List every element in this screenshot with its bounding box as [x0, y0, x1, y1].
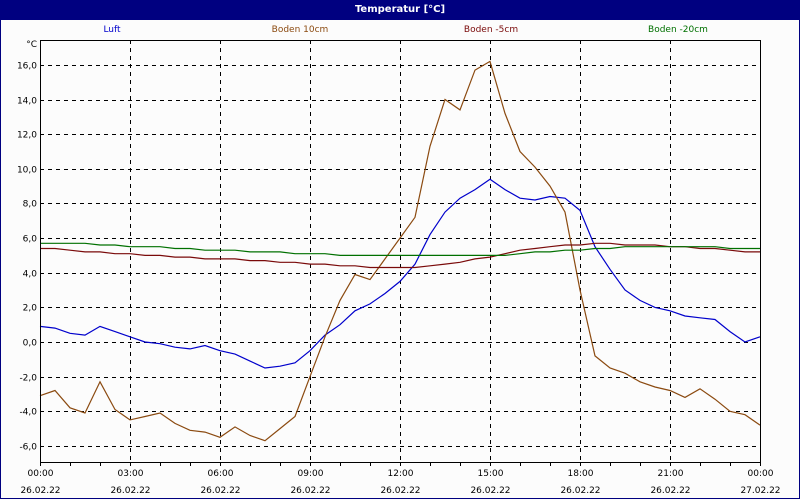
legend-item-3: Boden -20cm: [648, 25, 708, 35]
x-tick-time: 09:00: [298, 469, 324, 479]
x-tick-time: 06:00: [208, 469, 234, 479]
y-tick-label: 0,0: [23, 339, 38, 349]
x-tick-date: 27.02.22: [740, 486, 780, 496]
x-tick-time: 00:00: [28, 469, 54, 479]
x-tick-date: 26.02.22: [290, 486, 330, 496]
series-line-boden--20cm: [40, 242, 760, 256]
series-line-luft: [39, 178, 761, 369]
y-tick-label: -6,0: [19, 443, 37, 453]
x-tick-time: 00:00: [748, 469, 774, 479]
y-tick-label: 14,0: [17, 97, 37, 107]
y-tick-label: -4,0: [19, 408, 37, 418]
y-tick-label: 12,0: [17, 131, 37, 141]
y-tick-label: 10,0: [17, 166, 37, 176]
x-tick-date: 26.02.22: [380, 486, 420, 496]
legend-item-2: Boden -5cm: [463, 25, 519, 35]
x-tick-time: 03:00: [118, 469, 144, 479]
legend-item-0: Luft: [103, 25, 121, 35]
x-tick-date: 26.02.22: [110, 486, 150, 496]
x-tick-time: 21:00: [658, 469, 684, 479]
y-tick-label: 2,0: [23, 304, 38, 314]
y-tick-label: 4,0: [23, 270, 38, 280]
plot-border: [40, 40, 761, 463]
series-line-boden--5cm: [40, 242, 760, 269]
legend-item-1: Boden 10cm: [271, 25, 329, 35]
y-tick-label: -2,0: [19, 374, 37, 384]
y-tick-label: 6,0: [23, 235, 38, 245]
x-tick-date: 26.02.22: [200, 486, 240, 496]
series-line-boden-10cm: [39, 60, 761, 442]
x-tick-time: 18:00: [568, 469, 594, 479]
x-tick-time: 12:00: [388, 469, 414, 479]
y-tick-label: 8,0: [23, 200, 38, 210]
x-tick-date: 26.02.22: [20, 486, 60, 496]
x-tick-time: 15:00: [478, 469, 504, 479]
y-tick-label: 16,0: [17, 62, 37, 72]
chart-title: Temperatur [°C]: [0, 0, 800, 20]
y-unit-label: °C: [26, 40, 37, 50]
x-tick-date: 26.02.22: [650, 486, 690, 496]
x-tick-date: 26.02.22: [560, 486, 600, 496]
x-tick-date: 26.02.22: [470, 486, 510, 496]
